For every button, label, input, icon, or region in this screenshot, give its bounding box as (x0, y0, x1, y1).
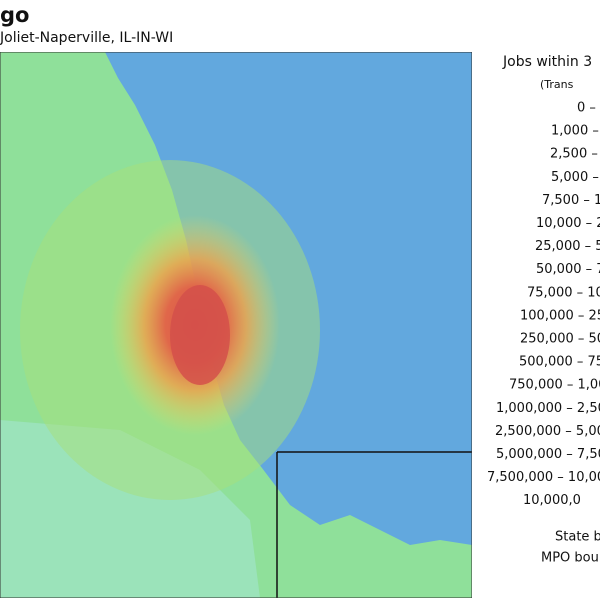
map (0, 52, 472, 598)
legend-item: 10,000 – 25 (536, 216, 600, 231)
legend-item: 1,000,000 – 2,500 (496, 401, 600, 416)
legend-item: 10,000,0 (523, 493, 581, 508)
legend-item: 50,000 – 75 (536, 262, 600, 277)
map-subtitle: Joliet-Naperville, IL-IN-WI (0, 30, 173, 46)
legend-title: Jobs within 3 (502, 54, 592, 70)
legend-item: 1,000 – 2 (551, 124, 600, 139)
state-boundary (276, 451, 472, 598)
map-title: go (0, 3, 29, 27)
legend-item: 5,000 – 7 (551, 170, 600, 185)
legend-item: 500,000 – 750 (519, 355, 600, 370)
legend-item: 0 – (577, 101, 596, 116)
outer-suburbs (0, 420, 260, 598)
legend-item: 2,500,000 – 5,000 (495, 424, 600, 439)
legend-item: 25,000 – 50 (535, 239, 600, 254)
legend-item: 100,000 – 250 (520, 308, 600, 323)
legend-item: 2,500 – 5 (550, 147, 600, 162)
downtown (170, 285, 230, 385)
legend-item: 7,500 – 10 (542, 193, 600, 208)
legend-boundary: State bo (555, 530, 600, 545)
legend-subtitle: (Trans (540, 78, 574, 91)
legend-item: 7,500,000 – 10,000 (487, 470, 600, 485)
legend-item: 5,000,000 – 7,500 (496, 447, 600, 462)
legend-boundary: MPO boun (541, 551, 600, 566)
legend-item: 250,000 – 500 (520, 332, 600, 347)
legend-item: 75,000 – 100 (527, 285, 600, 300)
legend-item: 750,000 – 1,000 (509, 378, 600, 393)
